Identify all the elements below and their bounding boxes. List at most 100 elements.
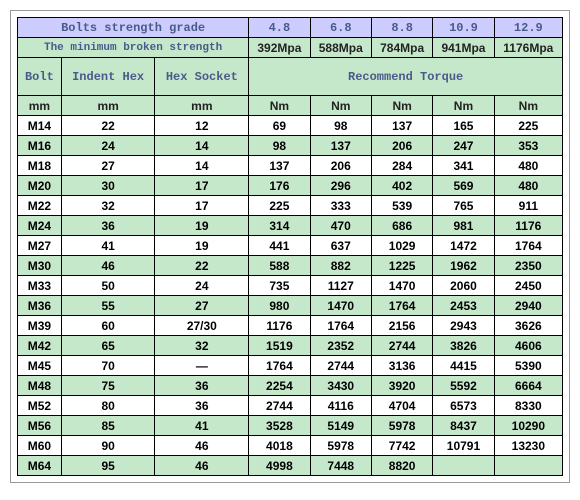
cell: 4606: [494, 336, 562, 356]
table-row: M3655279801470176424532940: [18, 296, 563, 316]
cell: 90: [61, 436, 155, 456]
cell: 2350: [494, 256, 562, 276]
cell: 36: [155, 376, 249, 396]
cell: M30: [18, 256, 62, 276]
mbs-3: 941Mpa: [433, 38, 494, 58]
cell: 32: [61, 196, 155, 216]
cell: M20: [18, 176, 62, 196]
row-units: mm mm mm Nm Nm Nm Nm Nm: [18, 96, 563, 116]
cell: [494, 456, 562, 476]
unit-mm-1: mm: [61, 96, 155, 116]
cell: 569: [433, 176, 494, 196]
cell: M36: [18, 296, 62, 316]
cell: 70: [61, 356, 155, 376]
cell: 32: [155, 336, 249, 356]
unit-mm-2: mm: [155, 96, 249, 116]
table-body: M1422126998137165225M1624149813720624735…: [18, 116, 563, 476]
cell: 470: [310, 216, 371, 236]
col-bolt: Bolt: [18, 58, 62, 96]
cell: 1764: [494, 236, 562, 256]
cell: 588: [249, 256, 310, 276]
cell: 98: [310, 116, 371, 136]
cell: 247: [433, 136, 494, 156]
cell: 41: [61, 236, 155, 256]
cell: 5149: [310, 416, 371, 436]
cell: 4704: [371, 396, 432, 416]
table-row: M223217225333539765911: [18, 196, 563, 216]
cell: 69: [249, 116, 310, 136]
cell: 686: [371, 216, 432, 236]
unit-nm-1: Nm: [310, 96, 371, 116]
cell: 981: [433, 216, 494, 236]
cell: 17: [155, 176, 249, 196]
cell: 165: [433, 116, 494, 136]
cell: 1470: [371, 276, 432, 296]
cell: 765: [433, 196, 494, 216]
cell: 1764: [371, 296, 432, 316]
cell: M45: [18, 356, 62, 376]
cell: 206: [371, 136, 432, 156]
cell: 333: [310, 196, 371, 216]
cell: M22: [18, 196, 62, 216]
cell: 441: [249, 236, 310, 256]
cell: 2254: [249, 376, 310, 396]
cell: 1029: [371, 236, 432, 256]
cell: 4415: [433, 356, 494, 376]
col-indent-hex: Indent Hex: [61, 58, 155, 96]
cell: 2352: [310, 336, 371, 356]
cell: 19: [155, 236, 249, 256]
cell: 46: [155, 436, 249, 456]
mbs-label: The minimum broken strength: [18, 38, 249, 58]
cell: 1472: [433, 236, 494, 256]
cell: 4998: [249, 456, 310, 476]
cell: 206: [310, 156, 371, 176]
cell: M16: [18, 136, 62, 156]
mbs-0: 392Mpa: [249, 38, 310, 58]
table-row: M42653215192352274438264606: [18, 336, 563, 356]
cell: 80: [61, 396, 155, 416]
cell: 46: [155, 456, 249, 476]
cell: M27: [18, 236, 62, 256]
cell: 2744: [371, 336, 432, 356]
cell: M48: [18, 376, 62, 396]
cell: 22: [155, 256, 249, 276]
cell: 4116: [310, 396, 371, 416]
cell: 1764: [310, 316, 371, 336]
table-row: M396027/3011761764215629433626: [18, 316, 563, 336]
cell: M52: [18, 396, 62, 416]
cell: 314: [249, 216, 310, 236]
cell: M18: [18, 156, 62, 176]
cell: 3528: [249, 416, 310, 436]
cell: 14: [155, 156, 249, 176]
table-row: M203017176296402569480: [18, 176, 563, 196]
cell: 50: [61, 276, 155, 296]
cell: 7742: [371, 436, 432, 456]
table-row: M48753622543430392055926664: [18, 376, 563, 396]
cell: 3920: [371, 376, 432, 396]
cell: 353: [494, 136, 562, 156]
cell: M42: [18, 336, 62, 356]
cell: 1176: [494, 216, 562, 236]
cell: 85: [61, 416, 155, 436]
cell: M60: [18, 436, 62, 456]
cell: 8820: [371, 456, 432, 476]
cell: 5592: [433, 376, 494, 396]
cell: 882: [310, 256, 371, 276]
grade-0: 4.8: [249, 18, 310, 38]
table-row: M304622588882122519622350: [18, 256, 563, 276]
unit-mm-0: mm: [18, 96, 62, 116]
cell: 402: [371, 176, 432, 196]
table-row: M274119441637102914721764: [18, 236, 563, 256]
cell: 19: [155, 216, 249, 236]
mbs-4: 1176Mpa: [494, 38, 562, 58]
grade-2: 8.8: [371, 18, 432, 38]
cell: 1962: [433, 256, 494, 276]
cell: 10290: [494, 416, 562, 436]
cell: 30: [61, 176, 155, 196]
grade-3: 10.9: [433, 18, 494, 38]
cell: 480: [494, 176, 562, 196]
cell: 296: [310, 176, 371, 196]
cell: 1519: [249, 336, 310, 356]
cell: 46: [61, 256, 155, 276]
cell: 137: [371, 116, 432, 136]
